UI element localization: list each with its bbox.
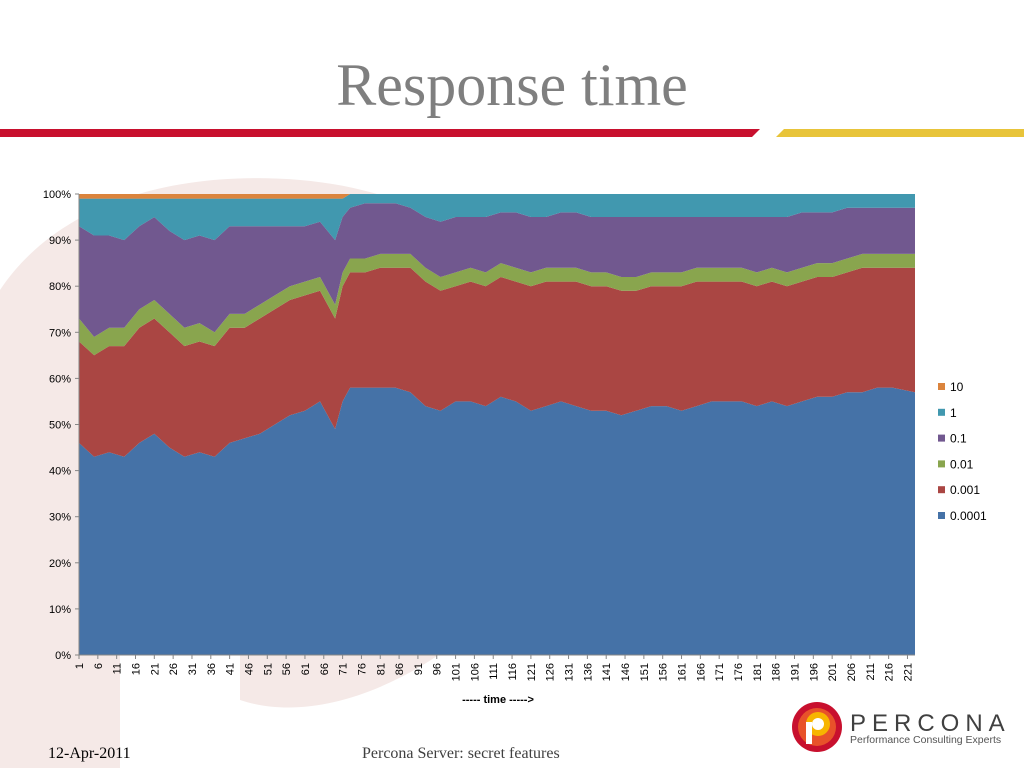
x-tick-label: 176: [733, 663, 745, 681]
x-tick-label: 71: [338, 663, 350, 675]
x-tick-label: 1: [74, 663, 86, 669]
x-tick-label: 181: [752, 663, 764, 681]
x-tick-label: 76: [356, 663, 368, 675]
legend-swatch-0.0001: [938, 512, 945, 519]
x-axis: 1 6 11 16 21 26 31 36 41 46 51 56 61 66 71 76 81 86 91 96 10…: [74, 654, 915, 681]
y-tick-label: 20%: [49, 558, 71, 570]
area-series-10: [79, 194, 915, 199]
percona-logo: PERCONA Performance Consulting Experts: [790, 700, 1010, 754]
legend-swatch-0.1: [938, 434, 945, 442]
y-tick-label: 60%: [49, 373, 71, 385]
x-tick-label: 201: [827, 663, 839, 681]
y-tick-label: 50%: [49, 420, 71, 432]
x-tick-label: 141: [601, 663, 613, 681]
x-tick-label: 171: [714, 663, 726, 681]
x-tick-label: 61: [300, 663, 312, 675]
x-tick-label: 51: [262, 663, 274, 675]
legend-label-1: 1: [950, 406, 957, 420]
title-rule: [0, 129, 1024, 137]
y-tick-label: 70%: [49, 327, 71, 339]
x-tick-label: 186: [771, 663, 783, 681]
x-tick-label: 86: [394, 663, 406, 675]
x-tick-label: 36: [206, 663, 218, 675]
x-tick-label: 16: [130, 663, 142, 675]
legend-label-0.001: 0.001: [950, 483, 980, 497]
area-series-0.1: [79, 203, 915, 337]
logo-name: PERCONA: [850, 710, 1011, 737]
slide-title: Response time: [336, 52, 688, 118]
x-tick-label: 96: [432, 663, 444, 675]
x-tick-label: 41: [225, 663, 237, 675]
x-tick-label: 106: [469, 663, 481, 681]
area-series-0.0001: [79, 387, 915, 655]
x-tick-label: 21: [149, 663, 161, 675]
x-tick-label: 91: [413, 663, 425, 675]
x-axis-title: ----- time ----->: [462, 694, 534, 706]
y-tick-label: 100%: [43, 189, 71, 201]
x-tick-label: 46: [243, 663, 255, 675]
x-tick-label: 26: [168, 663, 180, 675]
plot-areas: [79, 194, 915, 655]
footer-presentation-title: Percona Server: secret features: [362, 745, 560, 762]
x-tick-label: 116: [507, 663, 519, 681]
percona-logo-icon: [792, 702, 842, 752]
y-tick-label: 0%: [55, 650, 71, 662]
y-tick-label: 30%: [49, 512, 71, 524]
footer-date: 12-Apr-2011: [48, 745, 131, 762]
y-tick-label: 80%: [49, 281, 71, 293]
x-tick-label: 81: [375, 663, 387, 675]
legend-label-0.01: 0.01: [950, 457, 974, 471]
y-tick-label: 40%: [49, 466, 71, 478]
y-tick-label: 90%: [49, 235, 71, 247]
legend-label-10: 10: [950, 380, 964, 394]
x-tick-label: 121: [526, 663, 538, 681]
x-tick-label: 101: [451, 663, 463, 681]
legend-swatch-0.001: [938, 486, 945, 494]
response-time-chart: 0%10%20%30%40%50%60%70%80%90%100% 1 6 11 16…: [43, 189, 987, 706]
x-tick-label: 66: [319, 663, 331, 675]
legend-label-0.0001: 0.0001: [950, 509, 987, 523]
area-series-1: [79, 194, 915, 241]
legend-swatch-10: [938, 383, 945, 390]
x-tick-label: 146: [620, 663, 632, 681]
x-tick-label: 56: [281, 663, 293, 675]
x-tick-label: 211: [865, 663, 877, 681]
x-tick-label: 111: [488, 663, 500, 680]
x-tick-label: 161: [677, 663, 689, 681]
x-tick-label: 191: [789, 663, 801, 681]
x-tick-label: 196: [808, 663, 820, 681]
x-tick-label: 221: [902, 663, 914, 681]
x-tick-label: 156: [658, 663, 670, 681]
x-tick-label: 166: [695, 663, 707, 681]
x-tick-label: 131: [564, 663, 576, 681]
legend-swatch-1: [938, 408, 945, 416]
logo-tagline: Performance Consulting Experts: [850, 734, 1002, 746]
x-tick-label: 126: [545, 663, 557, 681]
x-tick-label: 151: [639, 663, 651, 681]
legend-label-0.1: 0.1: [950, 432, 967, 446]
x-tick-label: 206: [846, 663, 858, 681]
area-series-0.001: [79, 267, 915, 457]
x-tick-label: 216: [884, 663, 896, 681]
chart-legend: 10 1 0.1 0.01 0.001 0.0001: [938, 380, 987, 523]
legend-swatch-0.01: [938, 460, 945, 468]
y-tick-label: 10%: [49, 604, 71, 616]
x-tick-label: 136: [582, 663, 594, 681]
x-tick-label: 11: [112, 663, 124, 674]
y-axis: 0% 10% 20% 30% 40% 50% 60% 70% 80% 90% 100%: [43, 189, 80, 662]
x-tick-label: 31: [187, 663, 199, 675]
x-tick-label: 6: [93, 663, 105, 669]
area-series-0.01: [79, 253, 915, 356]
